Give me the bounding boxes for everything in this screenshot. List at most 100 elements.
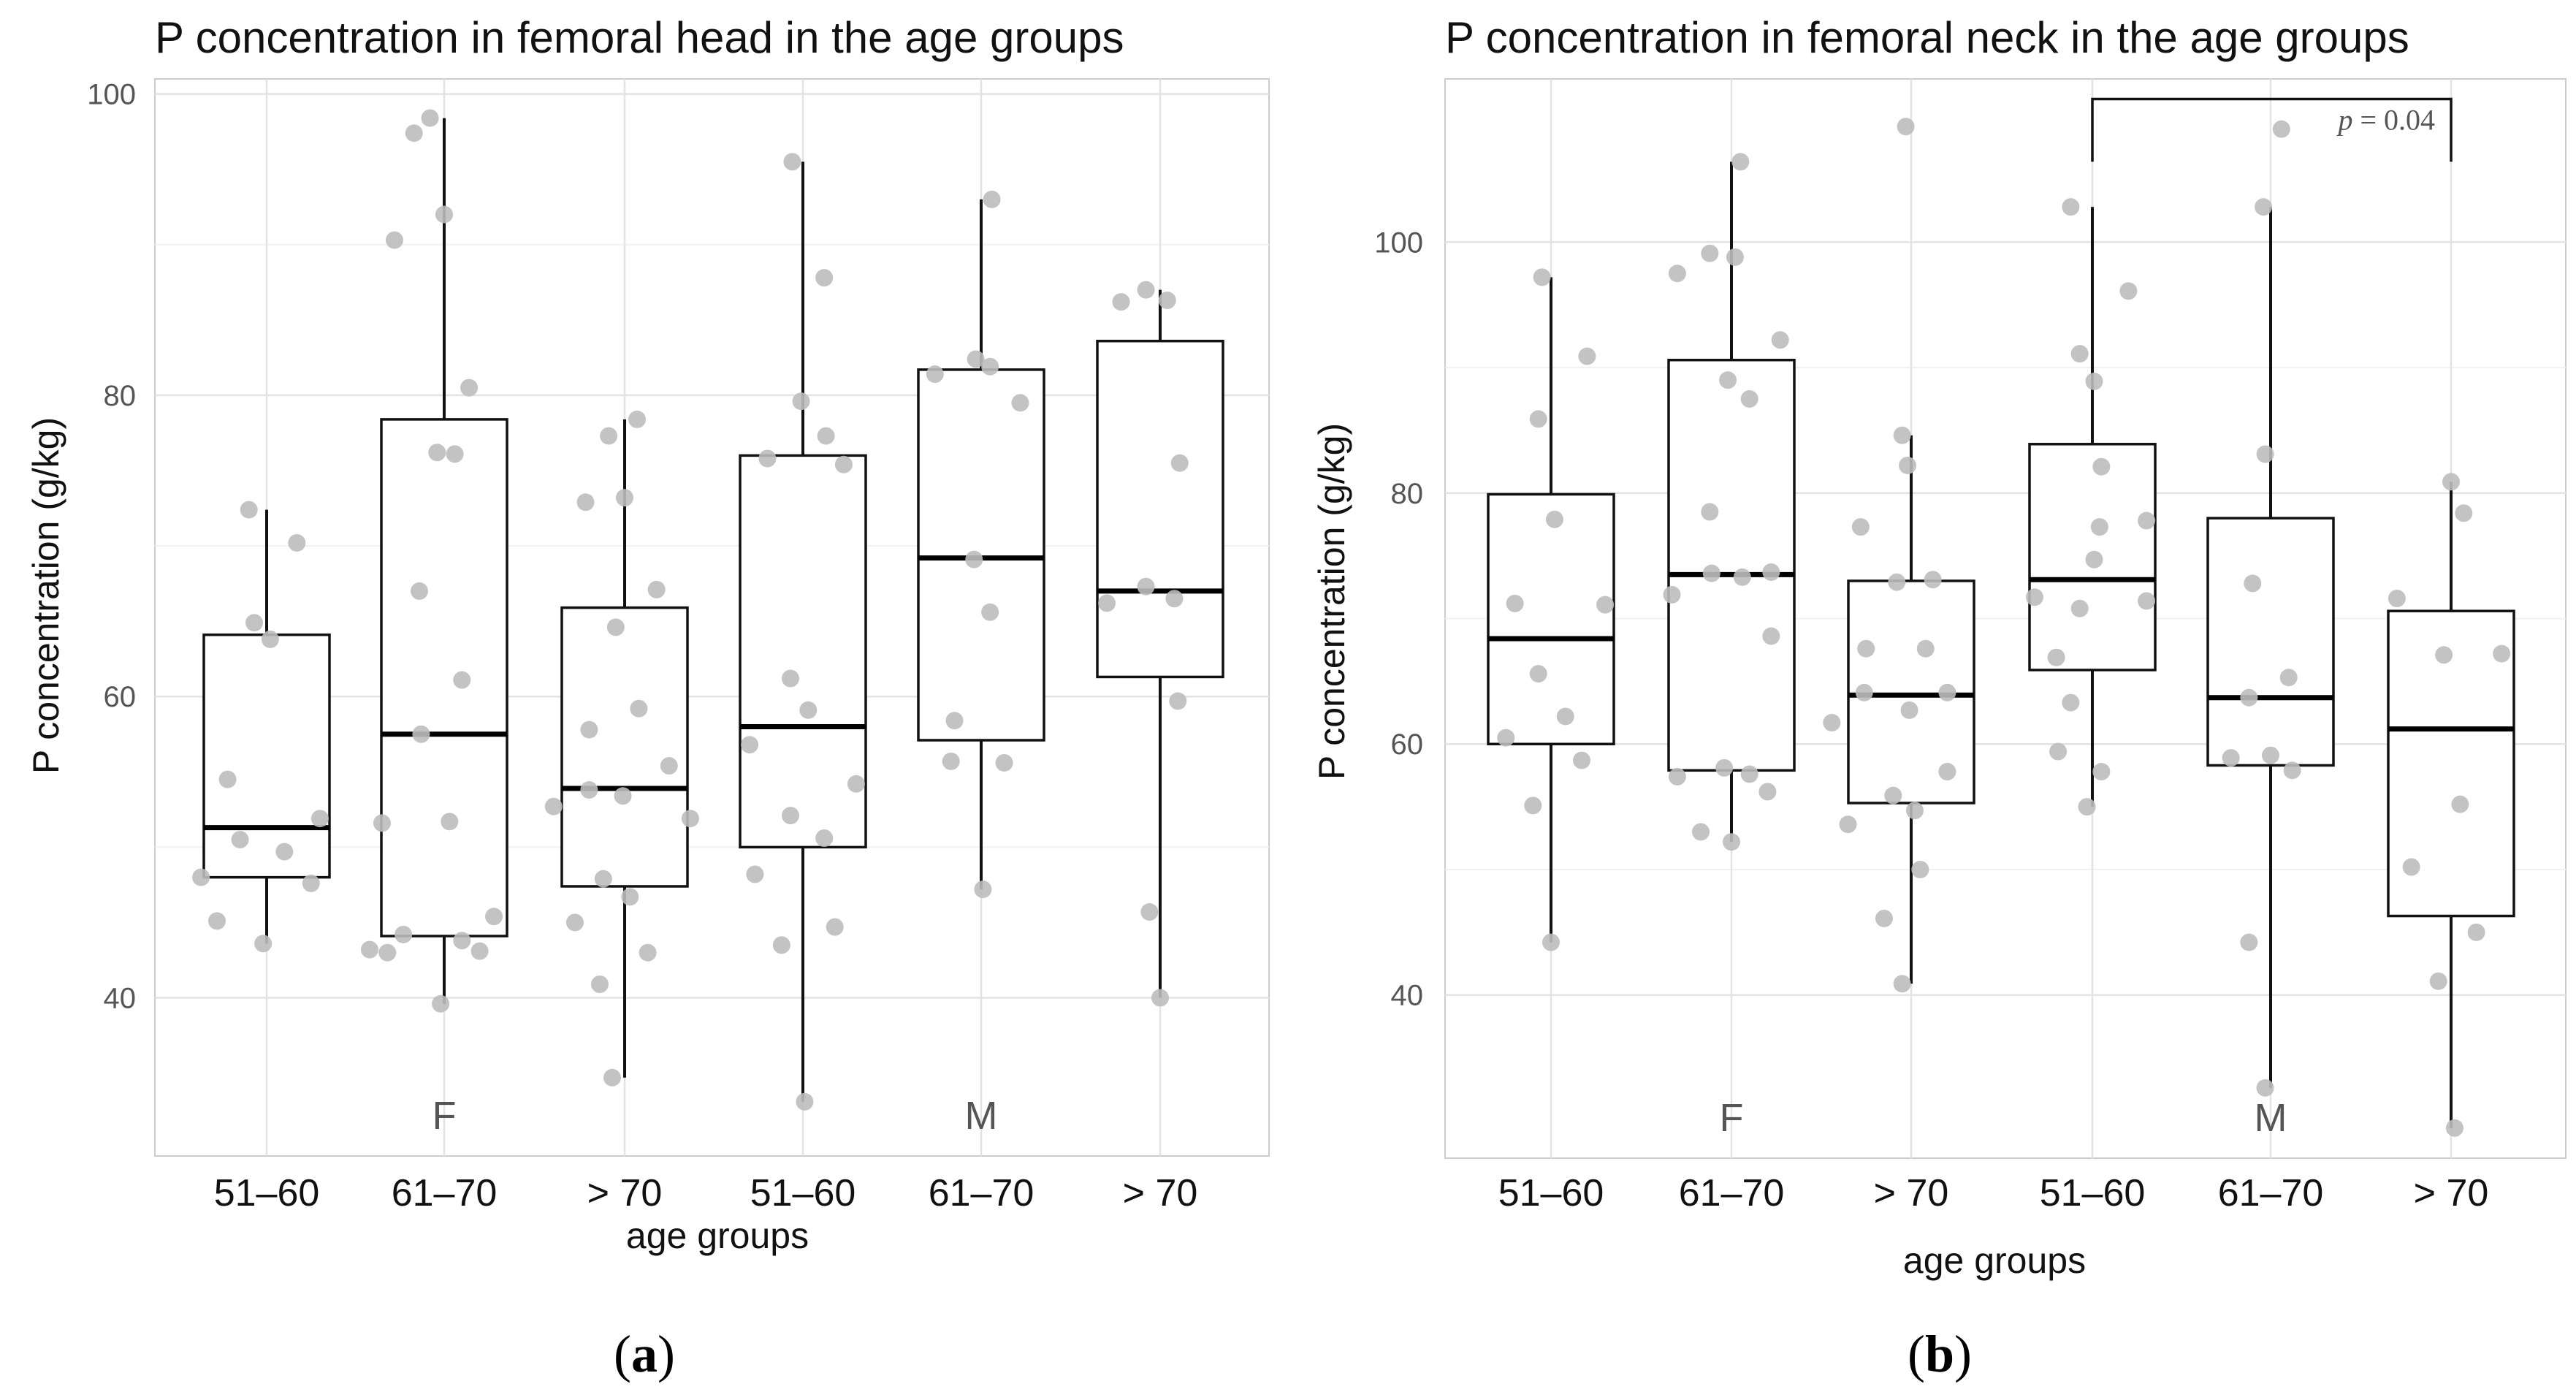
data-point [1731, 153, 1750, 171]
data-point [942, 752, 960, 770]
data-point [2085, 550, 2103, 568]
data-point [432, 994, 450, 1013]
data-point [799, 701, 818, 719]
data-point [1663, 585, 1681, 604]
data-point [606, 618, 625, 636]
data-point [2493, 644, 2511, 663]
data-point [1542, 933, 1560, 951]
data-point [453, 932, 471, 950]
data-point [1899, 456, 1917, 474]
data-point [378, 943, 397, 962]
data-point [2092, 763, 2111, 781]
data-point [1701, 244, 1719, 262]
data-point [630, 699, 648, 718]
data-point [1823, 714, 1841, 732]
data-point [1170, 454, 1189, 472]
x-tick-label: 61–70 [929, 1172, 1034, 1214]
data-point [1740, 389, 1758, 408]
data-point [2467, 923, 2485, 941]
data-point [1578, 347, 1596, 365]
data-point [628, 410, 647, 428]
data-point [983, 190, 1001, 208]
data-point [2255, 198, 2273, 216]
y-tick-label: 60 [1391, 729, 1424, 761]
data-point [817, 427, 835, 445]
data-point [2283, 761, 2301, 780]
data-point [594, 870, 612, 888]
data-point [576, 493, 595, 511]
data-point [1726, 248, 1744, 266]
data-point [435, 205, 453, 224]
data-point [2272, 120, 2290, 138]
data-point [826, 918, 844, 936]
data-point [1596, 596, 1615, 614]
data-point [288, 533, 306, 552]
data-point [847, 775, 865, 793]
data-point [302, 874, 320, 892]
data-point [2062, 198, 2080, 216]
y-tick-label: 100 [87, 79, 136, 111]
data-point [2244, 574, 2262, 593]
data-point [2445, 1119, 2463, 1137]
group-label: F [432, 1094, 457, 1138]
data-point [1893, 975, 1911, 993]
box [739, 454, 867, 849]
x-tick-label: 51–60 [2040, 1172, 2146, 1214]
data-point [772, 936, 790, 954]
data-point [2442, 473, 2460, 491]
data-point [1112, 293, 1130, 311]
data-point [1524, 796, 1542, 815]
data-point [2455, 504, 2473, 522]
data-point [1938, 763, 1956, 781]
data-point [614, 787, 632, 805]
x-tick-label: 51–60 [1498, 1172, 1604, 1214]
x-axis-title: age groups [626, 1215, 809, 1256]
data-point [746, 865, 764, 883]
data-point [660, 757, 678, 775]
data-point [1916, 639, 1935, 658]
data-point [1719, 371, 1737, 389]
y-tick-label: 100 [1374, 227, 1423, 259]
data-point [1911, 860, 1929, 878]
data-point [1158, 292, 1176, 310]
x-tick-label: 61–70 [392, 1172, 498, 1214]
data-point [2025, 588, 2043, 606]
data-point [2388, 590, 2406, 608]
data-point [1151, 989, 1169, 1007]
data-point [1165, 590, 1184, 608]
data-point [792, 392, 810, 411]
data-point [1888, 573, 1906, 591]
group-label: F [1720, 1096, 1744, 1140]
data-point [781, 807, 799, 825]
y-tick-label: 40 [1391, 980, 1424, 1012]
data-point [2222, 749, 2240, 767]
data-point [385, 231, 403, 249]
data-point [192, 868, 210, 886]
data-point [974, 881, 992, 899]
x-tick-label: 51–60 [750, 1172, 856, 1214]
data-point [544, 797, 563, 815]
data-point [1701, 503, 1719, 521]
data-point [1740, 765, 1758, 783]
plot-area: 40 60 80 100 51–60 61–70 > 70 51–60 61–70 > 70 F M [87, 78, 1270, 1214]
data-point [310, 810, 329, 828]
data-point [945, 712, 964, 730]
data-point [1723, 833, 1740, 851]
data-point [590, 975, 609, 993]
x-tick-label: > 70 [1123, 1172, 1198, 1214]
data-point [2070, 345, 2089, 363]
data-point [446, 445, 464, 463]
y-tick-label: 80 [104, 380, 137, 412]
data-point [2435, 646, 2453, 664]
data-point [395, 925, 413, 943]
data-point [2085, 372, 2103, 390]
data-point [231, 831, 249, 849]
plot-background [154, 78, 1270, 1157]
data-point [1545, 510, 1563, 528]
data-point [783, 153, 801, 171]
data-point [1851, 518, 1870, 536]
data-point [412, 725, 430, 743]
chart-panel-b: P concentration in femoral neck in the a… [1311, 13, 2567, 1383]
data-point [2256, 445, 2274, 463]
data-point [240, 501, 258, 519]
